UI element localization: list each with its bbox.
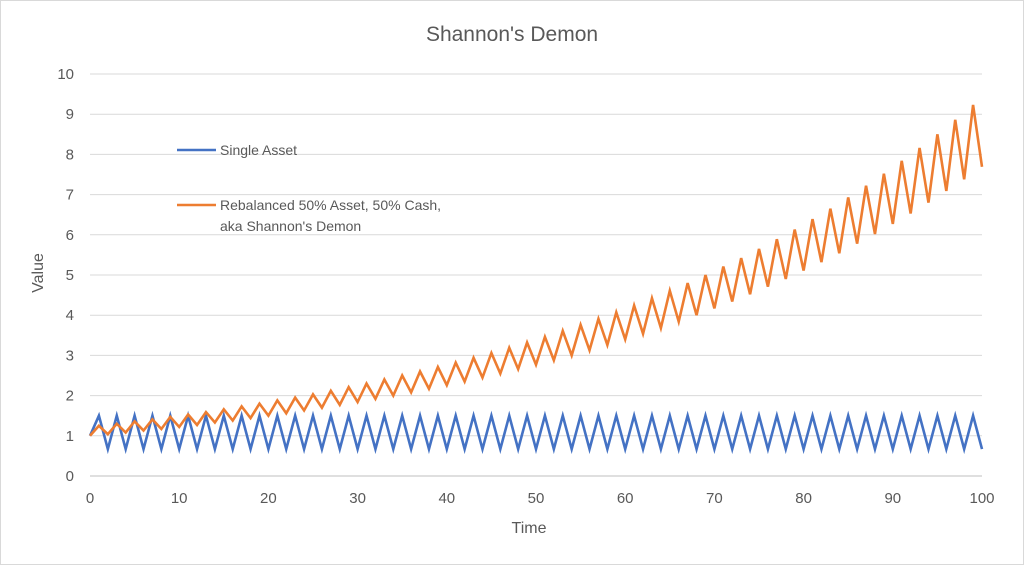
- y-tick-label: 6: [66, 227, 74, 244]
- x-tick-label: 100: [969, 490, 994, 507]
- x-tick-label: 40: [438, 490, 455, 507]
- y-tick-labels: 0 1 2 3 4 5 6 7 8 9 10: [57, 66, 74, 485]
- chart-title: Shannon's Demon: [426, 23, 598, 46]
- x-axis-title: Time: [512, 520, 547, 537]
- y-tick-label: 2: [66, 388, 74, 405]
- y-tick-label: 4: [66, 307, 74, 324]
- x-tick-label: 20: [260, 490, 277, 507]
- y-tick-label: 1: [66, 428, 74, 445]
- legend-entry-label: Rebalanced 50% Asset, 50% Cash, aka Shann…: [220, 197, 441, 234]
- series-lines: [88, 104, 984, 455]
- y-tick-label: 9: [66, 106, 74, 123]
- x-tick-label: 10: [171, 490, 188, 507]
- x-tick-label: 90: [884, 490, 901, 507]
- x-tick-labels: 0 10 20 30 40 50 60 70 80 90 100: [86, 490, 995, 507]
- x-tick-label: 60: [617, 490, 634, 507]
- y-tick-label: 8: [66, 146, 74, 163]
- series-line-rebalanced: [89, 104, 984, 437]
- x-tick-label: 70: [706, 490, 723, 507]
- gridlines: [90, 73, 982, 477]
- y-tick-label: 0: [66, 468, 74, 485]
- y-axis-title: Value: [30, 253, 47, 293]
- x-tick-label: 0: [86, 490, 94, 507]
- legend: Single Asset Rebalanced 50% Asset, 50% Ca…: [177, 142, 441, 234]
- x-tick-label: 50: [528, 490, 545, 507]
- series-line-single-asset: [88, 410, 984, 455]
- y-tick-label: 7: [66, 187, 74, 204]
- y-tick-label: 10: [57, 66, 74, 83]
- y-tick-label: 5: [66, 267, 74, 284]
- x-tick-label: 80: [795, 490, 812, 507]
- x-tick-label: 30: [349, 490, 366, 507]
- legend-entry-label: Single Asset: [220, 142, 297, 158]
- y-tick-label: 3: [66, 347, 74, 364]
